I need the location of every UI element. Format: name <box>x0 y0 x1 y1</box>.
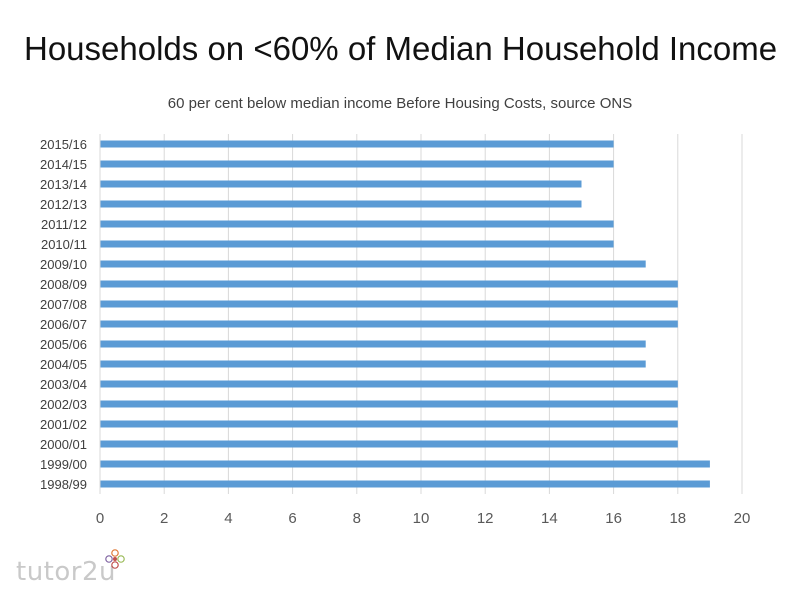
x-tick-label: 16 <box>605 510 622 527</box>
bar-2000-01 <box>100 440 678 448</box>
bar-2015-16 <box>100 140 614 148</box>
bar-2004-05 <box>100 360 646 368</box>
bar-2009-10 <box>100 260 646 268</box>
category-label: 2004/05 <box>40 357 87 372</box>
category-label: 2003/04 <box>40 377 87 392</box>
category-label: 2009/10 <box>40 257 87 272</box>
category-label: 2005/06 <box>40 337 87 352</box>
x-tick-label: 6 <box>288 510 296 527</box>
bar-1998-99 <box>100 480 710 488</box>
x-tick-label: 14 <box>541 510 558 527</box>
x-tick-label: 12 <box>477 510 494 527</box>
category-label: 2002/03 <box>40 397 87 412</box>
bar-2003-04 <box>100 380 678 388</box>
category-label: 2012/13 <box>40 197 87 212</box>
category-label: 2008/09 <box>40 277 87 292</box>
bar-2008-09 <box>100 280 678 288</box>
bar-2006-07 <box>100 320 678 328</box>
flower-icon <box>105 549 125 569</box>
bar-2005-06 <box>100 340 646 348</box>
category-label: 2001/02 <box>40 417 87 432</box>
x-tick-label: 20 <box>734 510 751 527</box>
x-tick-label: 0 <box>96 510 104 527</box>
page-title: Households on <60% of Median Household I… <box>24 30 778 67</box>
bar-2013-14 <box>100 180 582 188</box>
chart-subtitle: 60 per cent below median income Before H… <box>167 95 633 112</box>
category-label: 2010/11 <box>41 237 87 252</box>
category-label: 2006/07 <box>40 317 87 332</box>
category-label: 2007/08 <box>40 297 87 312</box>
bar-2010-11 <box>100 240 614 248</box>
bar-2014-15 <box>100 160 614 168</box>
category-label: 1999/00 <box>40 457 87 472</box>
x-tick-label: 4 <box>224 510 232 527</box>
x-tick-label: 10 <box>413 510 430 527</box>
bar-2012-13 <box>100 200 582 208</box>
category-label: 2011/12 <box>41 217 87 232</box>
category-label: 2013/14 <box>40 177 87 192</box>
category-label: 1998/99 <box>40 477 87 492</box>
bar-2007-08 <box>100 300 678 308</box>
category-label: 2014/15 <box>40 157 87 172</box>
category-label: 2000/01 <box>40 437 87 452</box>
x-tick-label: 2 <box>160 510 168 527</box>
bar-2001-02 <box>100 420 678 428</box>
bar-2011-12 <box>100 220 614 228</box>
bar-1999-00 <box>100 460 710 468</box>
category-label: 2015/16 <box>40 137 87 152</box>
x-tick-label: 8 <box>353 510 361 527</box>
tutor2u-logo: tutor2u <box>16 557 116 587</box>
x-tick-label: 18 <box>669 510 686 527</box>
bar-2002-03 <box>100 400 678 408</box>
